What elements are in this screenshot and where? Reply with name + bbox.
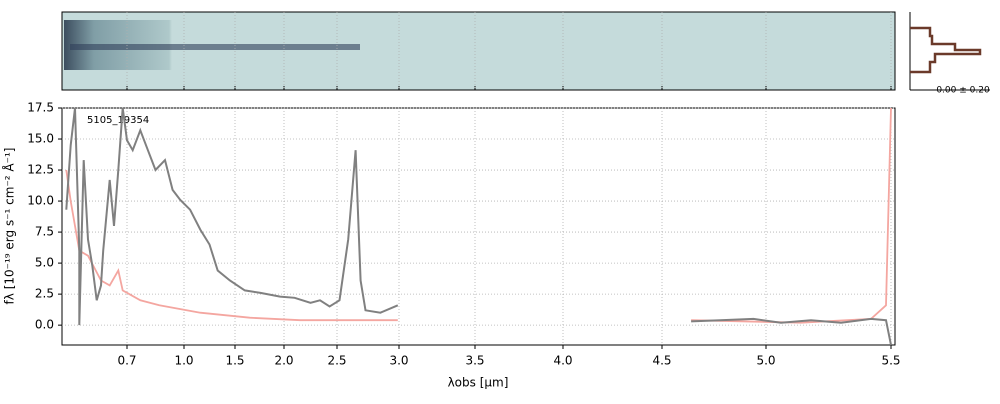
y-axis-label: fλ [10⁻¹⁹ erg s⁻¹ cm⁻² Å⁻¹]	[2, 148, 17, 305]
series-line	[65, 107, 892, 324]
x-tick-label: 1.0	[174, 354, 193, 368]
x-tick-label: 1.5	[225, 354, 244, 368]
spectrum-2d-core	[70, 44, 360, 50]
y-tick-label: 2.5	[35, 287, 54, 301]
series-line	[65, 107, 892, 346]
profile-label: 0.00 ± 0.20	[936, 86, 990, 96]
plot-frame	[61, 107, 896, 346]
x-tick-label: 4.0	[553, 354, 572, 368]
y-tick-label: 10.0	[27, 194, 54, 208]
x-tick-label: 3.5	[465, 354, 484, 368]
y-tick-label: 15.0	[27, 132, 54, 146]
x-tick-label: 5.5	[881, 354, 900, 368]
x-tick-label: 3.0	[389, 354, 408, 368]
y-tick-label: 5.0	[35, 256, 54, 270]
x-tick-label: 4.5	[652, 354, 671, 368]
x-tick-label: 5.0	[756, 354, 775, 368]
annotation: 5105_19354	[87, 115, 149, 126]
y-tick-label: 17.5	[27, 101, 54, 115]
y-tick-label: 12.5	[27, 163, 54, 177]
x-tick-label: 2.5	[327, 354, 346, 368]
x-axis-label: λobs [μm]	[448, 376, 509, 390]
x-tick-label: 2.0	[274, 354, 293, 368]
y-tick-label: 0.0	[35, 318, 54, 332]
y-tick-label: 7.5	[35, 225, 54, 239]
profile-line	[910, 26, 982, 74]
x-tick-label: 0.7	[117, 354, 136, 368]
